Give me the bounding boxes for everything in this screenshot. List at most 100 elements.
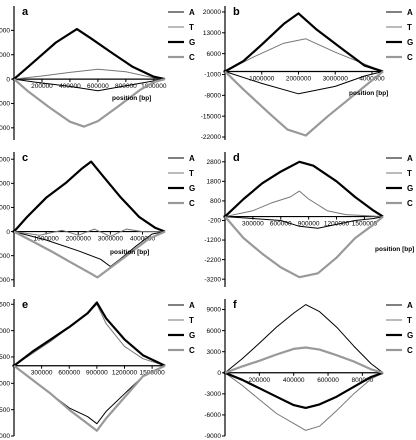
- legend-label: G: [407, 38, 413, 47]
- x-tick-label: 3000000: [323, 76, 349, 83]
- x-tick-label: 1000000: [141, 83, 167, 90]
- y-tick-label: 0: [217, 370, 221, 377]
- y-tick-label: -8000: [0, 125, 10, 132]
- y-tick-label: 2000: [0, 328, 10, 335]
- y-tick-label: -9000: [204, 433, 221, 440]
- legend-label: C: [189, 53, 195, 62]
- x-tick-label: 2000000: [66, 236, 92, 243]
- y-tick-label: -200: [208, 218, 221, 225]
- y-tick-label: 9000: [207, 307, 222, 314]
- series-line-g: [13, 160, 166, 233]
- y-tick-label: 500: [0, 354, 10, 361]
- series-line-t: [224, 38, 384, 72]
- y-tick-label: 2800: [207, 159, 222, 166]
- y-tick-label: 6000: [207, 51, 222, 58]
- x-axis-label: position [bp]: [112, 95, 151, 102]
- x-tick-label: 900000: [298, 221, 320, 228]
- x-tick-label: 4000000: [130, 236, 156, 243]
- legend-label: T: [407, 169, 412, 178]
- series-line-a: [224, 71, 384, 95]
- legend-label: C: [407, 199, 413, 208]
- y-tick-label: 4000: [0, 181, 10, 188]
- y-tick-label: 800: [210, 198, 221, 205]
- panel-letter: a: [22, 6, 29, 18]
- y-tick-label: 8000: [0, 28, 10, 35]
- legend-label: G: [189, 331, 195, 340]
- legend-label: C: [407, 346, 413, 355]
- y-tick-label: 20000: [203, 9, 221, 16]
- legend-label: T: [189, 23, 194, 32]
- y-tick-label: 6000: [207, 328, 222, 335]
- panel-letter: f: [233, 299, 237, 311]
- legend-label: A: [189, 154, 195, 163]
- y-tick-label: -6000: [204, 412, 221, 419]
- series-line-a: [13, 78, 166, 92]
- x-tick-label: 1500000: [139, 370, 165, 377]
- legend-label: G: [189, 184, 195, 193]
- y-tick-label: 13000: [203, 30, 221, 37]
- y-tick-label: 0: [6, 76, 10, 83]
- y-tick-label: -4000: [0, 433, 10, 440]
- y-tick-label: -1000: [204, 72, 221, 79]
- y-tick-label: 3500: [0, 301, 10, 308]
- y-tick-label: 3000: [207, 349, 222, 356]
- panel-c: -4000 -2000 0 2000 4000 6000 1000000 2000000 300…: [0, 152, 195, 287]
- series-line-g: [224, 371, 384, 409]
- y-tick-label: 2000: [0, 205, 10, 212]
- panel-letter: c: [22, 152, 28, 164]
- x-tick-label: 600000: [87, 83, 109, 90]
- y-tick-label: -8000: [204, 93, 221, 100]
- legend-label: G: [407, 331, 413, 340]
- panel-e: -4000 -2500 -1000 500 2000 3500 300000 600000 90…: [0, 299, 195, 440]
- panel-a: -8000-4000040008000200000400000600000800…: [0, 6, 195, 140]
- legend-label: C: [407, 53, 413, 62]
- legend-label: A: [407, 8, 413, 17]
- x-tick-label: 600000: [58, 370, 80, 377]
- legend-label: C: [189, 346, 195, 355]
- panel-letter: e: [22, 299, 28, 311]
- legend-label: G: [407, 184, 413, 193]
- x-tick-label: 600000: [270, 221, 292, 228]
- y-tick-label: -3200: [204, 276, 221, 283]
- y-tick-label: -4000: [0, 101, 10, 108]
- x-tick-label: 2000000: [286, 76, 312, 83]
- panel-b: -22000 -15000 -8000 -1000 6000 13000 20000 1000…: [201, 6, 413, 141]
- x-tick-label: 800000: [115, 83, 137, 90]
- series-line-a: [224, 304, 384, 374]
- legend-label: A: [407, 154, 413, 163]
- legend-label: G: [189, 38, 195, 47]
- y-tick-label: -15000: [201, 113, 222, 120]
- y-tick-label: 1800: [207, 179, 222, 186]
- x-axis-label: position [bp]: [110, 249, 149, 256]
- y-tick-label: -2200: [204, 257, 221, 264]
- legend-label: C: [189, 199, 195, 208]
- x-tick-label: 300000: [31, 370, 53, 377]
- legend-label: T: [407, 23, 412, 32]
- y-tick-label: -3000: [204, 391, 221, 398]
- series-line-t: [224, 372, 384, 431]
- y-tick-label: -1200: [204, 237, 221, 244]
- y-tick-label: -2000: [0, 253, 10, 260]
- x-tick-label: 800000: [352, 377, 374, 384]
- x-tick-label: 1500000: [352, 221, 378, 228]
- series-line-c: [13, 230, 166, 279]
- x-tick-label: 200000: [248, 377, 270, 384]
- x-tick-label: 600000: [317, 377, 339, 384]
- series-line-t: [13, 228, 165, 237]
- panel-d: -3200 -2200 -1200 -200 800 1800 2800 300000 6000…: [204, 152, 414, 287]
- y-tick-label: -2500: [0, 407, 10, 414]
- legend-label: T: [407, 316, 412, 325]
- series-line-g: [224, 160, 384, 218]
- y-tick-label: -4000: [0, 277, 10, 284]
- legend-label: T: [189, 316, 194, 325]
- x-tick-label: 1000000: [249, 76, 275, 83]
- x-axis-label: position [bp]: [375, 246, 414, 253]
- series-line-t: [13, 68, 166, 80]
- x-tick-label: 400000: [283, 377, 305, 384]
- series-line-t: [13, 303, 166, 367]
- legend-label: A: [189, 301, 195, 310]
- series-line-a: [224, 216, 384, 229]
- y-tick-label: -22000: [201, 134, 222, 141]
- series-line-c: [13, 364, 166, 432]
